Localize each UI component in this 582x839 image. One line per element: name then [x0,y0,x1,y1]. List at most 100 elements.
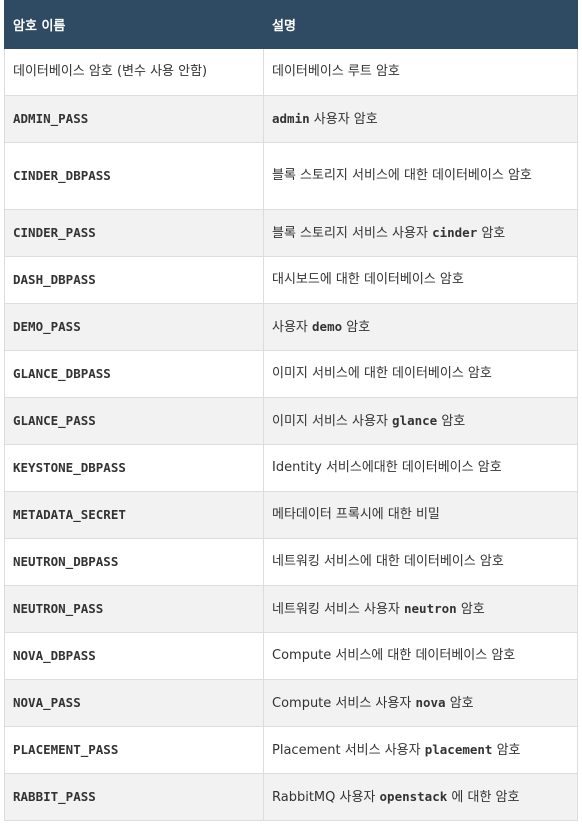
password-name: METADATA_SECRET [13,506,126,522]
password-name-cell: 데이터베이스 암호 (변수 사용 안함) [4,48,264,96]
password-name: CINDER_PASS [13,224,96,240]
table-row: RABBIT_PASS RabbitMQ 사용자 openstack 에 대한 암… [4,773,578,821]
password-name: DEMO_PASS [13,318,81,334]
password-name-cell: DEMO_PASS [4,303,264,351]
password-name-cell: RABBIT_PASS [4,773,264,821]
description-cell: 블록 스토리지 서비스에 대한 데이터베이스 암호 [263,142,578,210]
password-name-cell: NEUTRON_PASS [4,585,264,633]
table-row: ADMIN_PASS admin 사용자 암호 [4,95,578,143]
description-cell: 대시보드에 대한 데이터베이스 암호 [263,256,578,304]
password-name-cell: ADMIN_PASS [4,95,264,143]
table-row: GLANCE_PASS 이미지 서비스 사용자 glance 암호 [4,397,578,445]
password-name: CINDER_DBPASS [13,167,111,183]
column-header-description: 설명 [263,0,578,49]
description-text: 사용자 암호 [309,111,378,127]
description-text: 네트워킹 서비스 사용자 [272,601,404,617]
password-name: KEYSTONE_DBPASS [13,459,126,475]
column-header-password-name: 암호 이름 [4,0,264,49]
password-name: PLACEMENT_PASS [13,741,119,757]
description-text: 암호 [445,695,474,711]
description-cell: 이미지 서비스에 대한 데이터베이스 암호 [263,350,578,398]
description-text: 암호 [477,225,506,241]
table-body: 데이터베이스 암호 (변수 사용 안함) 데이터베이스 루트 암호 ADMIN_PA… [4,48,578,821]
description-text: 암호 [437,413,466,429]
description-code: admin [272,110,310,126]
description-text: Compute 서비스에 대한 데이터베이스 암호 [272,648,516,663]
description-text: 데이터베이스 루트 암호 [272,64,400,79]
password-name: RABBIT_PASS [13,788,96,804]
password-name-cell: GLANCE_DBPASS [4,350,264,398]
description-cell: 데이터베이스 루트 암호 [263,48,578,96]
description-cell: 이미지 서비스 사용자 glance 암호 [263,397,578,445]
description-cell: Identity 서비스에대한 데이터베이스 암호 [263,444,578,492]
description-text: 암호 [492,742,521,758]
table-header-row: 암호 이름 설명 [4,0,578,49]
password-name-cell: METADATA_SECRET [4,491,264,539]
description-cell: 네트워킹 서비스에 대한 데이터베이스 암호 [263,538,578,586]
table-row: NOVA_PASS Compute 서비스 사용자 nova 암호 [4,679,578,727]
description-text: Placement 서비스 사용자 [272,742,425,758]
description-code: placement [424,741,493,757]
description-text: 메타데이터 프록시에 대한 비밀 [272,507,440,522]
password-name-cell: NOVA_DBPASS [4,632,264,680]
description-cell: Compute 서비스에 대한 데이터베이스 암호 [263,632,578,680]
description-text: 블록 스토리지 서비스 사용자 [272,225,433,241]
password-name-cell: KEYSTONE_DBPASS [4,444,264,492]
description-text: 암호 [342,319,371,335]
table-row: NEUTRON_DBPASS 네트워킹 서비스에 대한 데이터베이스 암호 [4,538,578,586]
description-code: nova [415,694,446,710]
password-name-cell: DASH_DBPASS [4,256,264,304]
description-cell: 블록 스토리지 서비스 사용자 cinder 암호 [263,209,578,257]
password-name: DASH_DBPASS [13,271,96,287]
password-table: 암호 이름 설명 데이터베이스 암호 (변수 사용 안함) 데이터베이스 루트 암… [4,0,578,821]
description-text: 에 대한 암호 [447,789,520,805]
password-name: ADMIN_PASS [13,110,89,126]
password-name: NEUTRON_PASS [13,600,104,616]
password-name: GLANCE_PASS [13,412,96,428]
description-text: 네트워킹 서비스에 대한 데이터베이스 암호 [272,554,504,569]
description-code: demo [312,318,343,334]
table-row: CINDER_PASS 블록 스토리지 서비스 사용자 cinder 암호 [4,209,578,257]
password-name-cell: NEUTRON_DBPASS [4,538,264,586]
description-text: 대시보드에 대한 데이터베이스 암호 [272,272,464,287]
description-text: Identity 서비스에대한 데이터베이스 암호 [272,460,502,475]
description-text: 이미지 서비스 사용자 [272,413,393,429]
description-text: 사용자 [272,319,313,335]
password-name-cell: NOVA_PASS [4,679,264,727]
description-cell: admin 사용자 암호 [263,95,578,143]
description-text: 블록 스토리지 서비스에 대한 데이터베이스 암호 [272,168,532,183]
description-cell: 사용자 demo 암호 [263,303,578,351]
password-name-cell: CINDER_DBPASS [4,142,264,210]
table-row: DEMO_PASS 사용자 demo 암호 [4,303,578,351]
description-text: 암호 [456,601,485,617]
description-code: glance [392,412,438,428]
password-name: 데이터베이스 암호 (변수 사용 안함) [13,64,208,79]
password-name: NOVA_DBPASS [13,647,96,663]
description-text: Compute 서비스 사용자 [272,695,416,711]
table-row: CINDER_DBPASS 블록 스토리지 서비스에 대한 데이터베이스 암호 [4,142,578,210]
description-code: openstack [379,788,448,804]
table-row: METADATA_SECRET 메타데이터 프록시에 대한 비밀 [4,491,578,539]
description-text: RabbitMQ 사용자 [272,789,380,805]
table-row: NEUTRON_PASS 네트워킹 서비스 사용자 neutron 암호 [4,585,578,633]
description-code: cinder [432,224,478,240]
description-cell: Compute 서비스 사용자 nova 암호 [263,679,578,727]
table-row: GLANCE_DBPASS 이미지 서비스에 대한 데이터베이스 암호 [4,350,578,398]
description-code: neutron [404,600,457,616]
table-row: DASH_DBPASS 대시보드에 대한 데이터베이스 암호 [4,256,578,304]
description-cell: Placement 서비스 사용자 placement 암호 [263,726,578,774]
description-cell: 네트워킹 서비스 사용자 neutron 암호 [263,585,578,633]
description-cell: RabbitMQ 사용자 openstack 에 대한 암호 [263,773,578,821]
table-row: KEYSTONE_DBPASS Identity 서비스에대한 데이터베이스 암호 [4,444,578,492]
password-name-cell: CINDER_PASS [4,209,264,257]
password-name-cell: GLANCE_PASS [4,397,264,445]
description-cell: 메타데이터 프록시에 대한 비밀 [263,491,578,539]
password-name-cell: PLACEMENT_PASS [4,726,264,774]
description-text: 이미지 서비스에 대한 데이터베이스 암호 [272,366,492,381]
password-name: NEUTRON_DBPASS [13,553,119,569]
password-name: NOVA_PASS [13,694,81,710]
table-row: 데이터베이스 암호 (변수 사용 안함) 데이터베이스 루트 암호 [4,48,578,96]
table-row: NOVA_DBPASS Compute 서비스에 대한 데이터베이스 암호 [4,632,578,680]
password-name: GLANCE_DBPASS [13,365,111,381]
table-row: PLACEMENT_PASS Placement 서비스 사용자 placemen… [4,726,578,774]
